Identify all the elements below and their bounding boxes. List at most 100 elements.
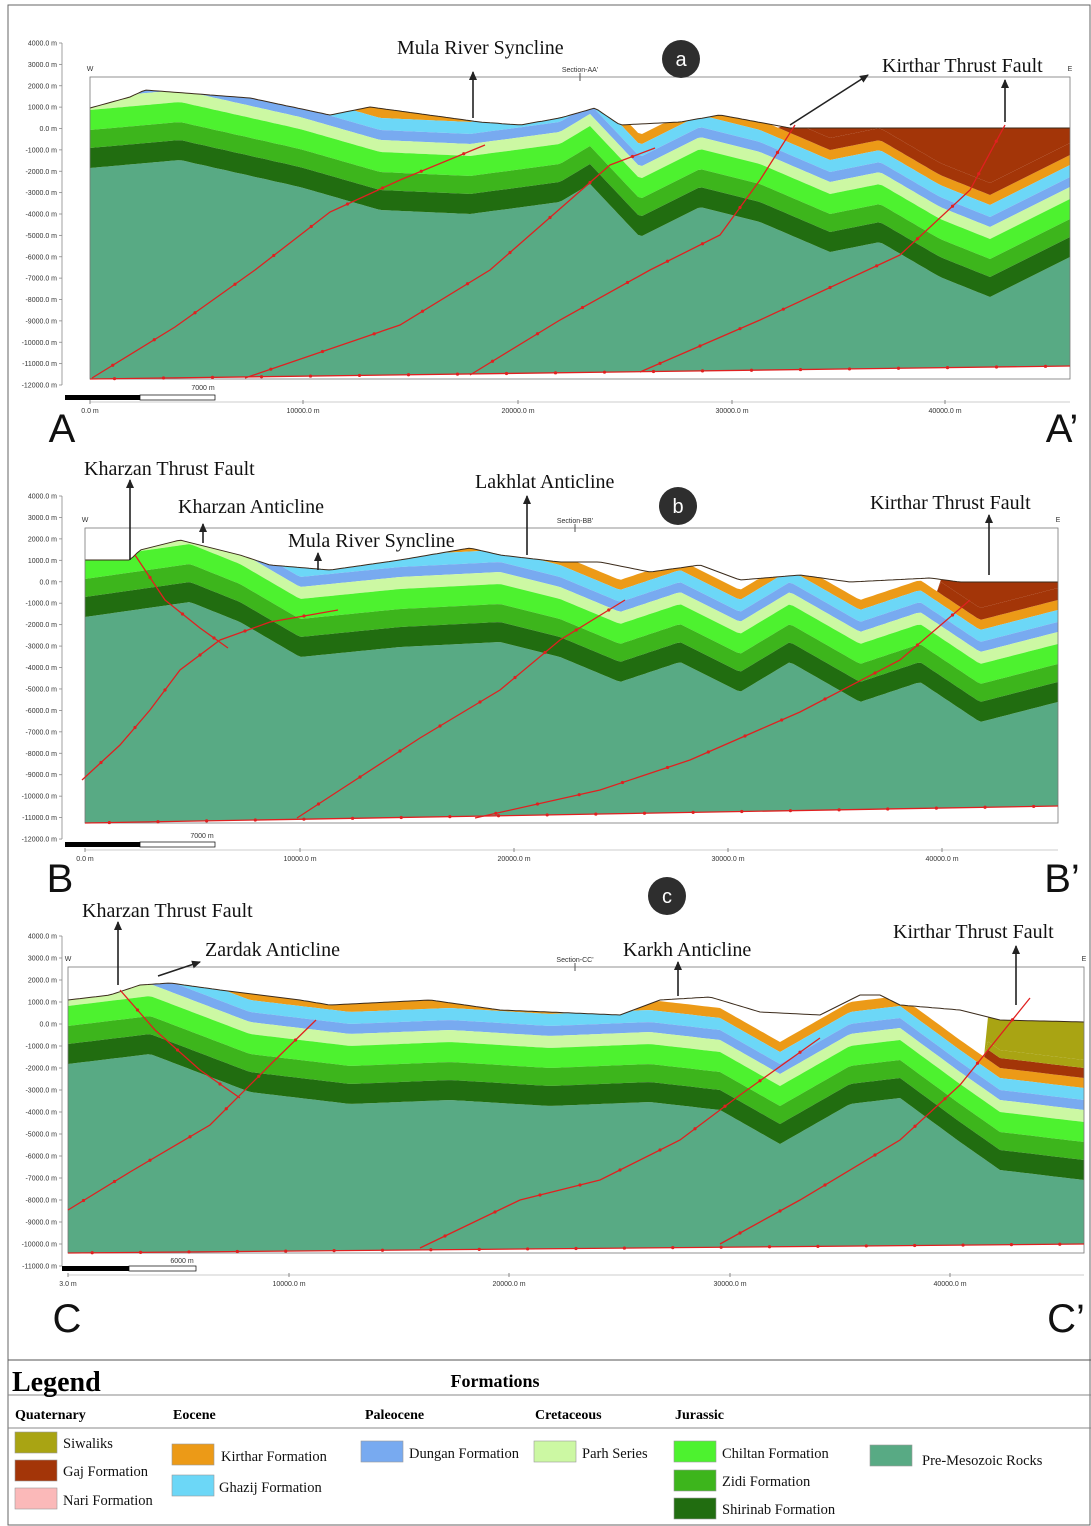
legend-swatch — [674, 1470, 716, 1491]
fault-marker — [816, 1245, 819, 1248]
fault-marker — [995, 365, 998, 368]
fault-marker — [91, 1251, 94, 1254]
fault-marker — [187, 1250, 190, 1253]
fault-marker — [693, 1127, 696, 1130]
annotation: Lakhlat Anticline — [475, 471, 615, 493]
scale-bar — [140, 395, 215, 400]
fault-marker — [381, 186, 384, 189]
y-tick-label: -9000.0 m — [25, 772, 57, 779]
legend-label: Nari Formation — [63, 1493, 154, 1509]
fault-marker — [837, 808, 840, 811]
scale-bar — [129, 1266, 196, 1271]
legend-group: Eocene — [173, 1408, 216, 1423]
fault-marker — [823, 697, 826, 700]
annotation: Kirthar Thrust Fault — [870, 492, 1031, 514]
y-tick-label: 1000.0 m — [28, 1000, 57, 1007]
fault-marker — [358, 775, 361, 778]
fault-marker — [623, 1246, 626, 1249]
y-tick-label: -3000.0 m — [25, 190, 57, 197]
section-start: C — [53, 1297, 82, 1341]
fault-marker — [701, 242, 704, 245]
legend-swatch — [15, 1432, 57, 1453]
y-tick-label: 0.0 m — [39, 1022, 57, 1029]
fault-marker — [466, 282, 469, 285]
fault-marker — [99, 761, 102, 764]
annotation: Kharzan Anticline — [178, 496, 324, 518]
fault-marker — [225, 1107, 228, 1110]
fault-marker — [148, 1159, 151, 1162]
x-tick-label: 0.0 m — [81, 408, 99, 415]
scale-bar — [140, 842, 215, 847]
fault-marker — [701, 369, 704, 372]
x-tick-label: 20000.0 m — [501, 408, 534, 415]
y-tick-label: -4000.0 m — [25, 665, 57, 672]
fault-marker — [111, 364, 114, 367]
annotation-arrow — [158, 962, 200, 976]
panel-badge-label: b — [672, 496, 683, 518]
fault-marker — [977, 172, 980, 175]
fault-marker — [621, 781, 624, 784]
fault-marker — [400, 816, 403, 819]
section-label: Section-CC' — [556, 957, 593, 964]
scale-label: 7000 m — [191, 385, 215, 392]
annotation: Zardak Anticline — [205, 939, 340, 961]
fault-marker — [546, 813, 549, 816]
section-label: Section-AA' — [562, 67, 598, 74]
fault-marker — [153, 338, 156, 341]
fault-marker — [136, 1008, 139, 1011]
fault-marker — [935, 807, 938, 810]
fault-marker — [82, 1199, 85, 1202]
fault-marker — [478, 1248, 481, 1251]
fault-marker — [865, 1244, 868, 1247]
panel-badge-label: c — [662, 886, 672, 908]
y-tick-label: -8000.0 m — [25, 751, 57, 758]
legend-label: Parh Series — [582, 1446, 648, 1462]
fault-marker — [205, 819, 208, 822]
section-end: C’ — [1047, 1297, 1085, 1341]
x-tick-label: 30000.0 m — [715, 408, 748, 415]
fault-marker — [692, 811, 695, 814]
fault-marker — [272, 254, 275, 257]
fault-marker — [723, 1105, 726, 1108]
fault-marker — [113, 1180, 116, 1183]
fault-marker — [478, 700, 481, 703]
y-tick-label: 1000.0 m — [28, 105, 57, 112]
fault-marker — [848, 367, 851, 370]
fault-marker — [351, 817, 354, 820]
y-tick-label: -5000.0 m — [25, 1132, 57, 1139]
section-label: Section-BB' — [557, 518, 593, 525]
legend-label: Gaj Formation — [63, 1464, 149, 1480]
fault-marker — [618, 1168, 621, 1171]
fault-marker — [607, 608, 610, 611]
fault-marker — [758, 1079, 761, 1082]
west-label: W — [65, 956, 72, 963]
fault-marker — [494, 812, 497, 815]
section-start: A — [49, 407, 76, 451]
scale-label: 7000 m — [190, 833, 214, 840]
fault-marker — [666, 766, 669, 769]
fault-marker — [212, 636, 215, 639]
fault-marker — [671, 1246, 674, 1249]
y-tick-label: -4000.0 m — [25, 212, 57, 219]
fault-marker — [548, 216, 551, 219]
fault-marker — [574, 1247, 577, 1250]
fault-marker — [588, 181, 591, 184]
fault-marker — [828, 286, 831, 289]
fault-marker — [626, 281, 629, 284]
fault-marker — [294, 1038, 297, 1041]
y-tick-label: -9000.0 m — [25, 318, 57, 325]
fault-marker — [875, 264, 878, 267]
fault-marker — [943, 1097, 946, 1100]
fault-marker — [156, 820, 159, 823]
x-tick-label: 20000.0 m — [497, 856, 530, 863]
fault-marker — [1032, 805, 1035, 808]
fault-marker — [995, 140, 998, 143]
y-tick-label: 2000.0 m — [28, 978, 57, 985]
fault-marker — [652, 370, 655, 373]
fault-marker — [198, 653, 201, 656]
fault-marker — [776, 151, 779, 154]
fault-marker — [254, 818, 257, 821]
fault-marker — [236, 1250, 239, 1253]
annotation: Kharzan Thrust Fault — [82, 900, 253, 922]
fault-marker — [780, 718, 783, 721]
